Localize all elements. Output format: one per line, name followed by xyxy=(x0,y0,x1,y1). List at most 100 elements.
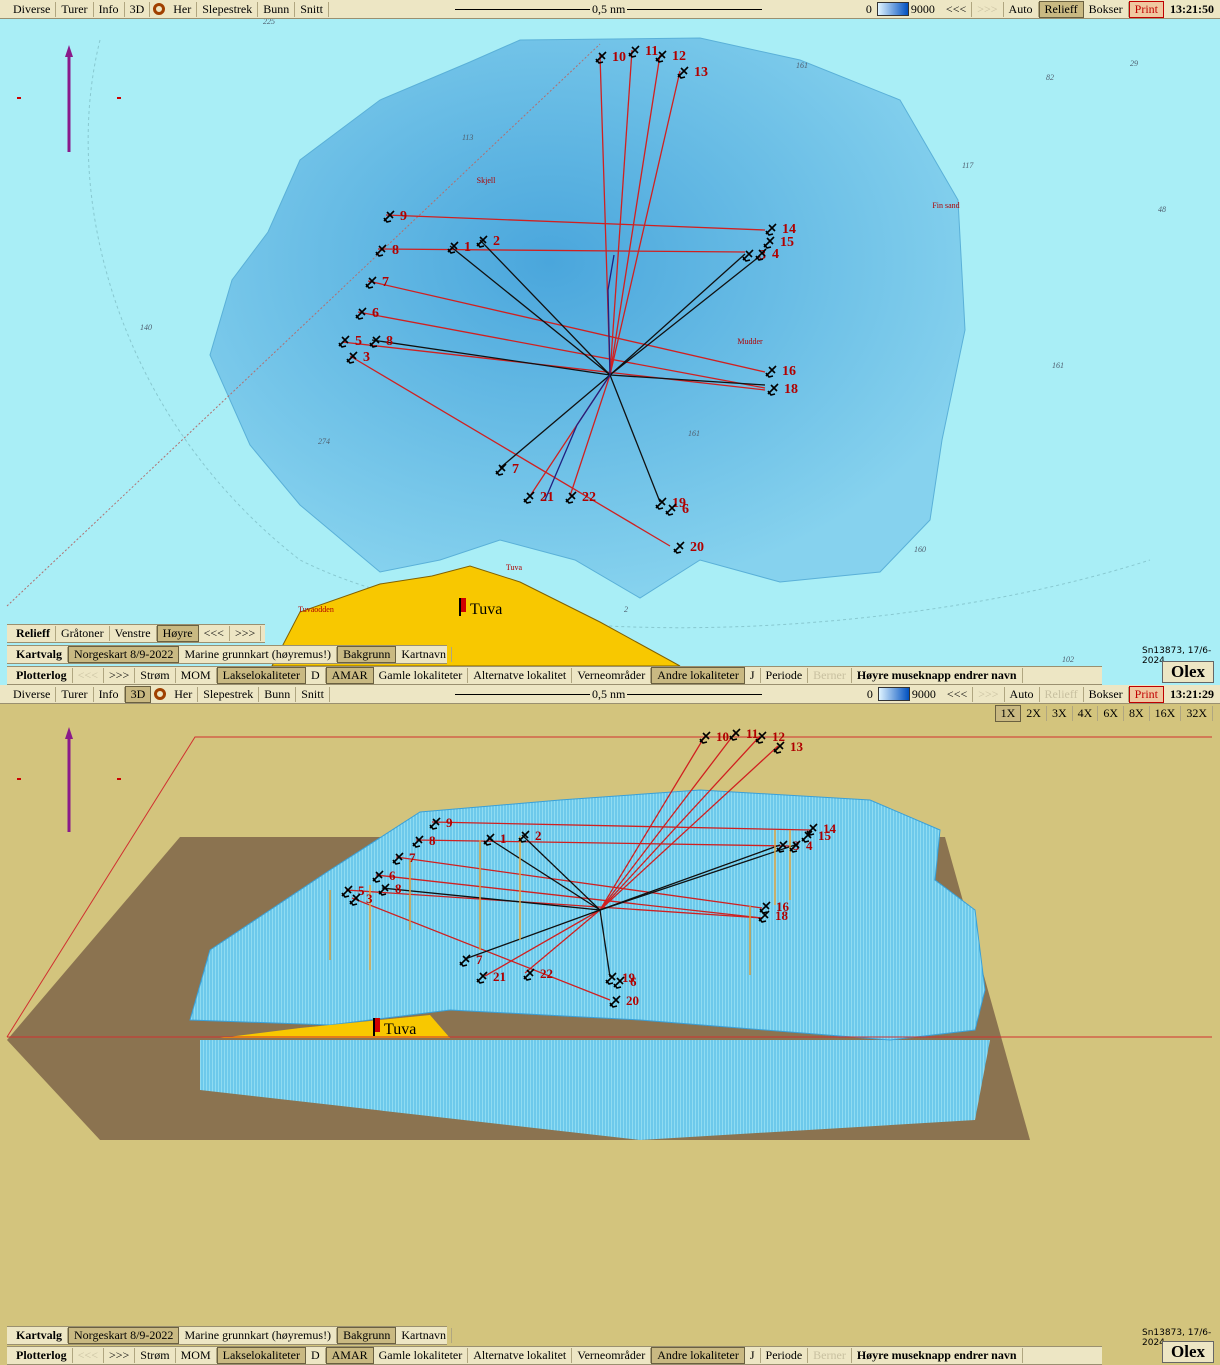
button[interactable]: MOM xyxy=(176,1348,217,1363)
logo[interactable]: Olex xyxy=(1162,1341,1214,1363)
button[interactable]: Lakselokaliteter xyxy=(216,667,306,684)
button[interactable]: Diverse xyxy=(8,1,57,17)
button[interactable]: Auto xyxy=(1005,686,1040,702)
button[interactable]: Kartnavn xyxy=(396,1328,453,1343)
button[interactable]: <<< xyxy=(73,668,104,683)
button[interactable]: Info xyxy=(94,686,125,702)
button[interactable]: Strøm xyxy=(135,1348,176,1363)
button[interactable]: >>> xyxy=(104,1348,136,1363)
depth-label: 161 xyxy=(688,429,700,438)
button[interactable]: D xyxy=(306,668,326,683)
button[interactable]: Bokser xyxy=(1084,686,1129,702)
depth-min: 0 xyxy=(866,686,873,701)
button[interactable]: Her xyxy=(169,686,199,702)
zoom-button[interactable]: 32X xyxy=(1181,706,1213,721)
button[interactable]: Alternatve lokalitet xyxy=(468,1348,573,1363)
button[interactable]: 3D xyxy=(124,685,152,703)
track-line xyxy=(599,732,736,911)
button[interactable]: Gamle lokaliteter xyxy=(374,668,469,683)
track-line xyxy=(464,909,601,960)
button[interactable]: <<< xyxy=(942,686,974,702)
zoom-button[interactable]: 2X xyxy=(1021,706,1047,721)
button[interactable]: Her xyxy=(168,1,198,17)
button[interactable]: Print xyxy=(1128,0,1164,18)
button[interactable]: Bunn xyxy=(258,1,296,17)
button[interactable]: Høyre museknapp endrer navn xyxy=(852,668,1023,683)
button[interactable]: D xyxy=(306,1348,326,1363)
button[interactable]: Høyre museknapp endrer navn xyxy=(852,1348,1023,1363)
track-line xyxy=(431,821,811,831)
button[interactable]: Auto xyxy=(1004,1,1039,17)
button[interactable]: Strøm xyxy=(135,668,176,683)
button[interactable]: Relieff xyxy=(1038,0,1084,18)
button[interactable]: <<< xyxy=(73,1348,104,1363)
button[interactable]: Marine grunnkart (høyremus!) xyxy=(179,1328,338,1343)
anchor-label: 19 xyxy=(672,496,686,511)
button[interactable]: J xyxy=(745,1348,761,1363)
button-row: Kartvalg Norgeskart 8/9-2022 Marine grunnk… xyxy=(7,1326,453,1345)
zoom-button[interactable]: 4X xyxy=(1073,706,1099,721)
button[interactable]: Alternatve lokalitet xyxy=(468,668,573,683)
button[interactable]: Bakgrunn xyxy=(337,646,397,663)
button[interactable]: <<< xyxy=(941,1,973,17)
button[interactable]: >>> xyxy=(230,626,262,641)
button[interactable]: Gamle lokaliteter xyxy=(374,1348,469,1363)
button[interactable]: 3D xyxy=(125,1,151,17)
button[interactable]: Diverse xyxy=(8,686,57,702)
button[interactable]: Verneområder xyxy=(572,668,652,683)
button[interactable]: Turer xyxy=(56,686,94,702)
zoom-button[interactable]: 16X xyxy=(1150,706,1182,721)
button[interactable]: Kartnavn xyxy=(396,647,453,662)
button[interactable]: Slepestrek xyxy=(197,1,259,17)
zoom-button[interactable]: 8X xyxy=(1124,706,1150,721)
button[interactable]: Bunn xyxy=(259,686,297,702)
button[interactable]: Periode xyxy=(761,1348,809,1363)
button[interactable]: <<< xyxy=(199,626,230,641)
button[interactable]: Relieff xyxy=(1040,686,1084,702)
depth-label: 140 xyxy=(140,323,152,332)
zoom-button[interactable]: 1X xyxy=(994,705,1022,722)
button[interactable]: Høyre xyxy=(156,625,199,642)
button[interactable]: Info xyxy=(94,1,125,17)
button[interactable]: Marine grunnkart (høyremus!) xyxy=(179,647,338,662)
button[interactable]: >>> xyxy=(972,1,1004,17)
button[interactable]: J xyxy=(745,668,761,683)
button[interactable]: >>> xyxy=(104,668,136,683)
button[interactable]: Andre lokaliteter xyxy=(651,667,745,684)
button[interactable]: Andre lokaliteter xyxy=(651,1347,745,1364)
button[interactable]: Gråtoner xyxy=(56,626,110,641)
button[interactable]: Lakselokaliteter xyxy=(216,1347,306,1364)
button[interactable]: Relieff xyxy=(11,626,56,641)
button[interactable]: Kartvalg xyxy=(11,1328,68,1343)
anchor-icon xyxy=(365,276,377,289)
button[interactable]: Berner xyxy=(808,1348,852,1363)
button[interactable]: Norgeskart 8/9-2022 xyxy=(68,646,180,663)
anchor-icon xyxy=(349,893,361,906)
button[interactable]: >>> xyxy=(973,686,1005,702)
button[interactable]: Berner xyxy=(808,668,852,683)
zoom-button[interactable]: 6X xyxy=(1098,706,1124,721)
button[interactable]: Bokser xyxy=(1084,1,1129,17)
button[interactable]: Venstre xyxy=(110,626,157,641)
button[interactable]: Kartvalg xyxy=(11,647,68,662)
anchor-label: 14 xyxy=(782,222,796,237)
button[interactable]: Turer xyxy=(56,1,94,17)
button[interactable]: Snitt xyxy=(296,686,330,702)
button[interactable]: Snitt xyxy=(295,1,329,17)
anchor-label: 11 xyxy=(746,726,758,741)
button[interactable]: Plotterlog xyxy=(11,668,73,683)
button[interactable]: Verneområder xyxy=(572,1348,652,1363)
button[interactable]: Periode xyxy=(761,668,809,683)
place-name: Mudder xyxy=(737,337,763,346)
anchor-icon xyxy=(758,910,770,923)
button[interactable]: Print xyxy=(1128,685,1164,703)
button[interactable]: Slepestrek xyxy=(198,686,260,702)
logo[interactable]: Olex xyxy=(1162,661,1214,683)
button[interactable]: Bakgrunn xyxy=(337,1327,397,1344)
button[interactable]: AMAR xyxy=(325,667,374,684)
button[interactable]: Plotterlog xyxy=(11,1348,73,1363)
zoom-button[interactable]: 3X xyxy=(1047,706,1073,721)
button[interactable]: AMAR xyxy=(325,1347,374,1364)
button[interactable]: MOM xyxy=(176,668,217,683)
button[interactable]: Norgeskart 8/9-2022 xyxy=(68,1327,180,1344)
